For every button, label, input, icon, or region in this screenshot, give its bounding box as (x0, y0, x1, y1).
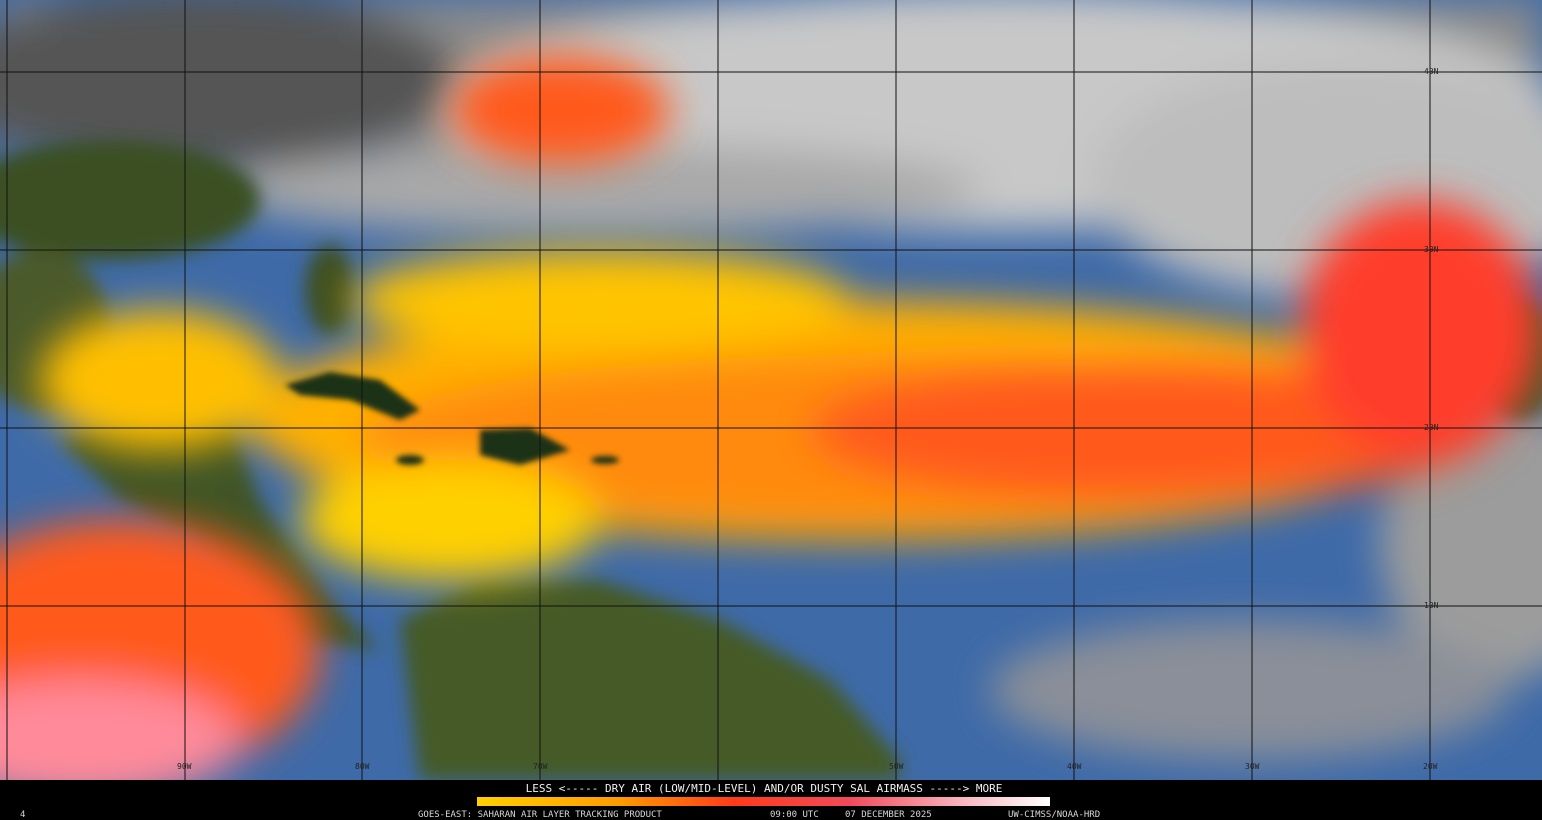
lon-label: 80W (355, 762, 370, 771)
timestamp-date: 07 DECEMBER 2025 (845, 810, 932, 820)
satellite-image (0, 0, 1542, 780)
frame-number: 4 (20, 810, 25, 820)
lat-label: 30N (1424, 245, 1439, 254)
lat-label: 40N (1424, 67, 1439, 76)
longitude-labels: 90W 80W 70W 50W 40W 30W 20W (177, 762, 1438, 771)
lon-label: 90W (177, 762, 192, 771)
legend-caption: LESS <----- DRY AIR (LOW/MID-LEVEL) AND/… (526, 782, 1003, 795)
lon-label: 70W (533, 762, 548, 771)
timestamp-time: 09:00 UTC (770, 810, 819, 820)
credit: UW-CIMSS/NOAA-HRD (1008, 810, 1100, 820)
lon-label: 30W (1245, 762, 1260, 771)
latitude-labels: 40N 30N 20N 10N (1424, 67, 1439, 610)
lat-label: 10N (1424, 601, 1439, 610)
lat-label: 20N (1424, 423, 1439, 432)
graticule (0, 0, 1542, 780)
lon-label: 20W (1423, 762, 1438, 771)
color-scale (477, 797, 1050, 806)
lon-label: 40W (1067, 762, 1082, 771)
product-name: GOES-EAST: SAHARAN AIR LAYER TRACKING PR… (418, 810, 662, 820)
lon-label: 50W (889, 762, 904, 771)
legend-bar: LESS <----- DRY AIR (LOW/MID-LEVEL) AND/… (0, 780, 1542, 820)
